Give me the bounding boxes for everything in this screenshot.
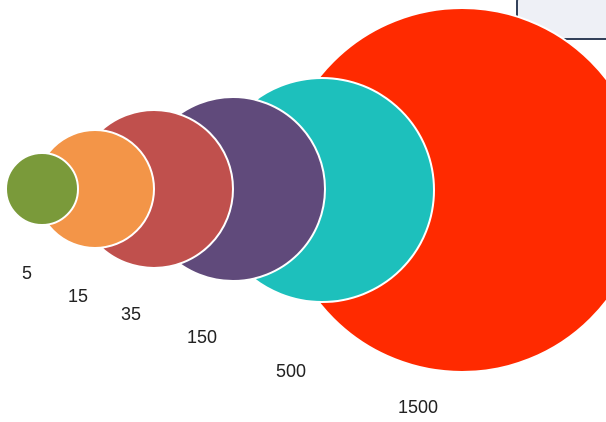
- circle-5: [5, 152, 79, 226]
- label-150: 150: [187, 327, 217, 347]
- label-15: 15: [68, 286, 88, 306]
- label-500: 500: [276, 361, 306, 381]
- label-1500: 1500: [398, 397, 438, 417]
- label-35: 35: [121, 304, 141, 324]
- label-5: 5: [22, 263, 32, 283]
